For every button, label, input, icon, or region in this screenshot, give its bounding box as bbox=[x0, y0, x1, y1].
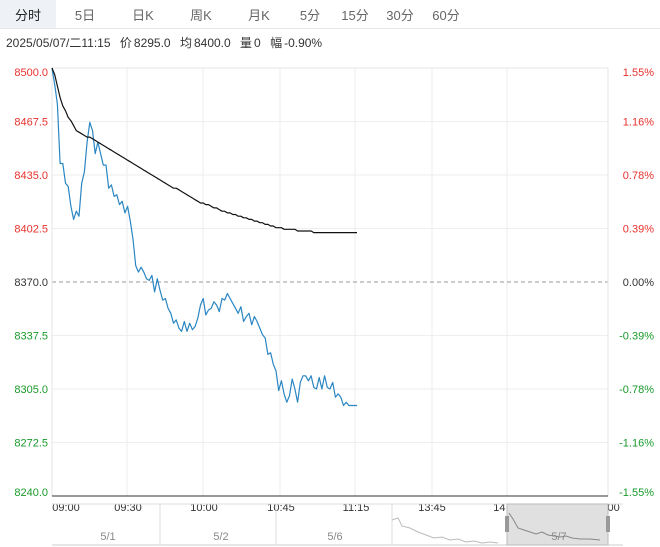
navigator-handle-right bbox=[606, 516, 610, 532]
pct-tick-label: 0.39% bbox=[623, 224, 654, 236]
price-value: 8295.0 bbox=[133, 36, 171, 50]
y-tick-label: 8402.5 bbox=[14, 224, 48, 236]
pct-tick-label: -0.39% bbox=[619, 331, 654, 343]
price-label: 价 bbox=[119, 36, 132, 50]
y-tick-label: 8240.0 bbox=[14, 487, 48, 499]
x-tick-label: 13:45 bbox=[418, 502, 446, 514]
y-tick-label: 8305.0 bbox=[14, 384, 48, 396]
avg-label: 均 bbox=[179, 36, 192, 50]
change-value: -0.90% bbox=[284, 36, 323, 50]
tab-0[interactable]: 分时 bbox=[0, 0, 56, 28]
pct-tick-label: -0.78% bbox=[619, 384, 654, 396]
y-tick-label: 8435.0 bbox=[14, 170, 48, 182]
navigator-date-label: 5/2 bbox=[213, 531, 228, 543]
tab-3[interactable]: 周K bbox=[190, 7, 212, 23]
y-tick-label: 8337.5 bbox=[14, 331, 48, 343]
change-label: 幅 bbox=[270, 36, 283, 50]
tab-6[interactable]: 15分 bbox=[341, 7, 369, 23]
navigator-date-label: 5/6 bbox=[327, 531, 342, 543]
intraday-chart[interactable]: 8500.0 1.55% 8467.5 1.16% 8435.0 0.78% 8402.5 0… bbox=[0, 56, 660, 547]
volume-value: 0 bbox=[254, 36, 261, 50]
y-tick-label: 8272.5 bbox=[14, 438, 48, 450]
pct-tick-label: -1.16% bbox=[619, 438, 654, 450]
x-tick-label: 11:15 bbox=[343, 502, 370, 514]
navigator-history-line bbox=[391, 517, 499, 544]
quote-datetime: 2025/05/07/二11:15 bbox=[6, 36, 111, 50]
x-tick-label: 10:00 bbox=[190, 502, 218, 514]
tab-5[interactable]: 5分 bbox=[299, 7, 321, 23]
y-tick-label: 8370.0 bbox=[14, 277, 48, 289]
pct-tick-label: 1.55% bbox=[623, 67, 654, 79]
avg-value: 8400.0 bbox=[193, 36, 231, 50]
navigator-window-line bbox=[508, 512, 601, 541]
navigator-date-label: 5/1 bbox=[100, 531, 115, 543]
pct-tick-label: -1.55% bbox=[619, 487, 654, 499]
pct-tick-label: 0.00% bbox=[623, 277, 654, 289]
x-tick-label: 10:45 bbox=[267, 502, 295, 514]
tab-7[interactable]: 30分 bbox=[386, 7, 414, 23]
price-line bbox=[51, 67, 357, 407]
tab-1[interactable]: 5日 bbox=[74, 7, 96, 23]
y-tick-label: 8467.5 bbox=[14, 117, 48, 129]
navigator-handle-left bbox=[505, 516, 509, 532]
y-tick-label: 8500.0 bbox=[14, 67, 48, 79]
x-tick-label: 09:30 bbox=[114, 502, 142, 514]
avg-line bbox=[51, 67, 357, 234]
period-tabs: 分时 5日 日K 周K 月K 5分 15分 30分 60分 bbox=[0, 0, 660, 29]
tab-8[interactable]: 60分 bbox=[432, 7, 460, 23]
volume-label: 量 bbox=[240, 36, 253, 50]
navigator-date-label: 5/7 bbox=[551, 531, 566, 543]
tab-2[interactable]: 日K bbox=[132, 7, 154, 23]
tab-4[interactable]: 月K bbox=[248, 7, 270, 23]
x-tick-label: 09:00 bbox=[52, 502, 80, 514]
pct-tick-label: 0.78% bbox=[623, 170, 654, 182]
pct-tick-label: 1.16% bbox=[623, 117, 654, 129]
